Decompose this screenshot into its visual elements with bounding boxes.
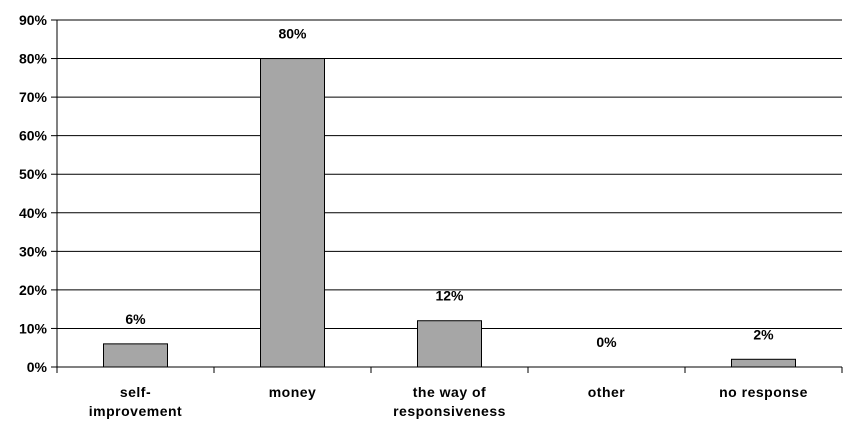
bar <box>260 58 325 368</box>
x-tick-label: money <box>269 384 317 400</box>
y-tick-label: 90% <box>19 12 48 28</box>
x-tick-label-line: the way of <box>413 384 486 400</box>
y-tick-label: 20% <box>19 282 48 298</box>
y-tick-labels: 0% 10% 20% 30% 40% 50% 60% 70% 80% 90% <box>19 12 48 375</box>
y-tick-label: 40% <box>19 205 48 221</box>
bar <box>731 358 796 368</box>
y-tick-label: 70% <box>19 89 48 105</box>
y-tick-label: 80% <box>19 51 48 67</box>
bar <box>103 343 168 368</box>
x-tick-label: no response <box>719 384 808 400</box>
y-tick-label: 50% <box>19 166 48 182</box>
x-tick-label-line: other <box>588 384 626 400</box>
data-label: 0% <box>596 334 617 350</box>
axes <box>51 19 843 373</box>
x-tick-label-line: money <box>269 384 317 400</box>
x-tick-label-line: no response <box>719 384 808 400</box>
y-tick-label: 30% <box>19 243 48 259</box>
y-tick-label: 10% <box>19 320 48 336</box>
data-label: 6% <box>125 311 146 327</box>
bars <box>103 58 796 368</box>
data-label: 2% <box>753 326 774 342</box>
x-tick-label: self-improvement <box>89 384 182 419</box>
x-category-labels: self-improvement money the way of responsiv… <box>89 384 808 419</box>
data-label: 80% <box>278 26 307 42</box>
bar <box>417 320 482 368</box>
y-tick-label: 60% <box>19 128 48 144</box>
y-tick-label: 0% <box>27 359 48 375</box>
data-label: 12% <box>435 288 464 304</box>
gridlines <box>57 19 842 329</box>
x-tick-label-line: responsiveness <box>393 403 506 419</box>
x-tick-label: the way of responsiveness <box>393 384 506 419</box>
data-labels: 6% 80% 12% 0% 2% <box>125 26 774 350</box>
x-tick-label: other <box>588 384 626 400</box>
x-tick-label-line: improvement <box>89 403 182 419</box>
x-tick-label-line: self- <box>120 384 151 400</box>
